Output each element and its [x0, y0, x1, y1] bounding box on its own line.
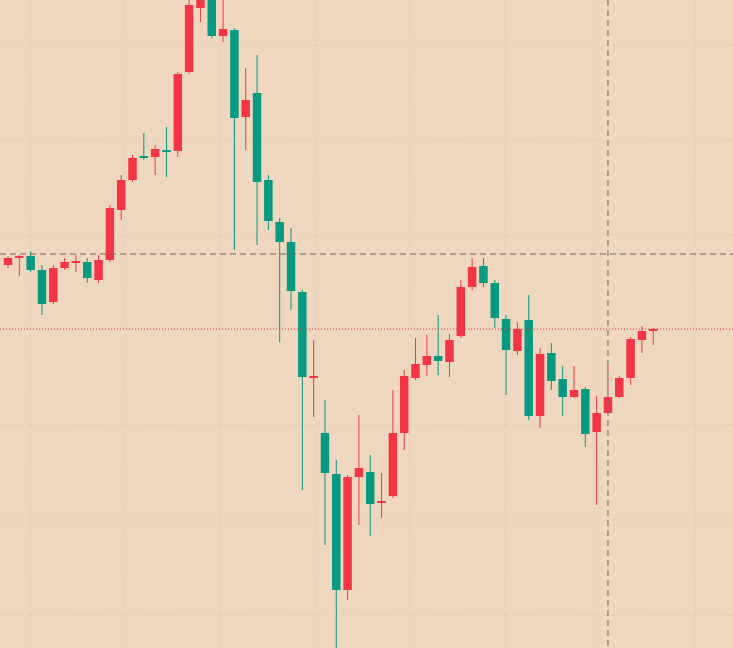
- candle-body: [581, 389, 590, 434]
- candle-body: [94, 260, 103, 280]
- candle-body: [264, 180, 273, 221]
- candle-body: [535, 354, 545, 416]
- candle-body: [648, 329, 658, 331]
- candle-body: [82, 262, 92, 278]
- candle-body: [105, 208, 115, 260]
- candle-body: [252, 93, 262, 182]
- candle-body: [513, 329, 522, 351]
- candle-body: [184, 5, 194, 72]
- candle-body: [388, 433, 398, 496]
- candle-body: [275, 222, 284, 242]
- candle-body: [241, 100, 250, 117]
- candle-body: [37, 270, 47, 304]
- candle-body: [411, 364, 420, 378]
- candle-body: [173, 74, 183, 151]
- candle-body: [626, 339, 635, 378]
- candle-body: [615, 378, 624, 397]
- candle-body: [637, 331, 647, 340]
- candle-body: [524, 320, 533, 416]
- candle-body: [558, 379, 567, 397]
- candle-body: [309, 376, 318, 378]
- candle-body: [479, 266, 488, 283]
- candle-body: [230, 30, 239, 118]
- candle-body: [343, 477, 352, 590]
- candle-body: [592, 413, 601, 432]
- candle-body: [26, 256, 35, 270]
- candle-body: [3, 258, 13, 265]
- candle-body: [139, 156, 149, 158]
- candle-body: [365, 472, 375, 504]
- candle-body: [501, 319, 511, 350]
- candle-body: [49, 268, 58, 302]
- candle-body: [422, 356, 432, 365]
- candle-body: [196, 0, 205, 8]
- candle-body: [60, 262, 69, 268]
- candle-body: [433, 356, 443, 361]
- candle-body: [116, 180, 126, 210]
- candle-body: [128, 158, 137, 180]
- candle-body: [150, 149, 160, 157]
- candle-body: [467, 267, 477, 287]
- candle-body: [71, 261, 81, 263]
- candle-body: [547, 353, 556, 381]
- candle-body: [332, 474, 341, 590]
- candle-body: [162, 150, 171, 152]
- candle-body: [569, 390, 579, 397]
- candle-body: [377, 501, 386, 503]
- candle-body: [218, 29, 228, 36]
- candle-body: [354, 468, 364, 477]
- candle-body: [15, 256, 24, 258]
- candle-body: [445, 340, 454, 362]
- candle-body: [399, 376, 409, 433]
- candle-body: [298, 292, 307, 377]
- candle-body: [456, 287, 466, 336]
- candle-body: [320, 433, 330, 473]
- candle-body: [286, 242, 296, 291]
- candle-body: [207, 0, 217, 36]
- candle-body: [490, 283, 500, 318]
